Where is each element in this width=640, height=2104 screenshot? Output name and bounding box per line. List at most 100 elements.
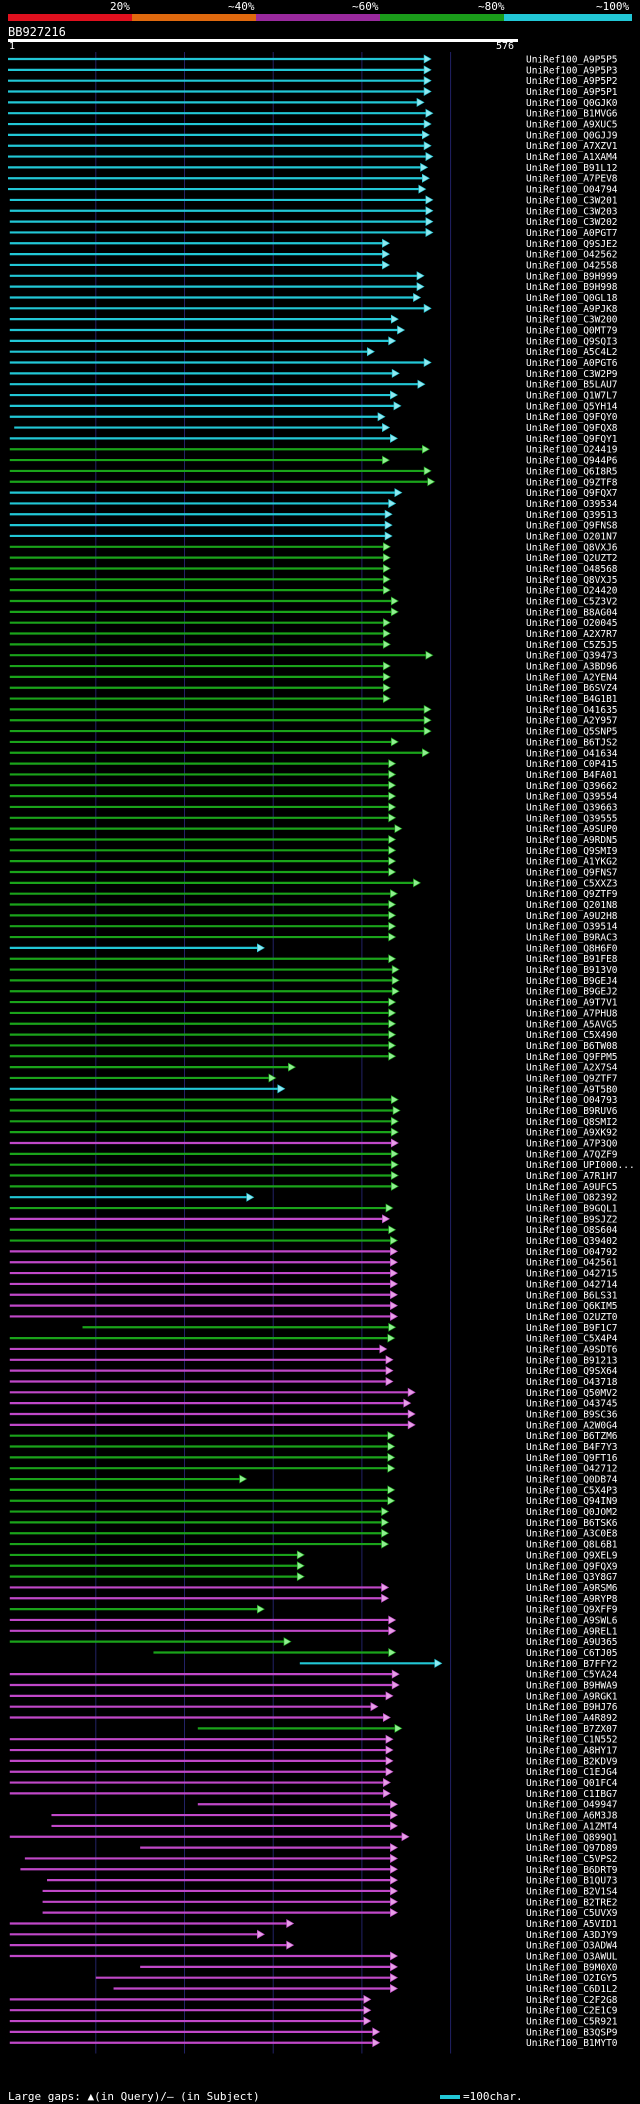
hit-arrowhead	[268, 1073, 277, 1083]
hit-label: UniRef100_Q8VXJ6	[526, 542, 618, 553]
hit-label: UniRef100_Q9SJE2	[526, 239, 618, 250]
hit-arrowhead	[382, 553, 391, 563]
scale-swatch	[440, 2095, 460, 2099]
hit-label: UniRef100_Q9SX64	[526, 1366, 618, 1377]
hit-label: UniRef100_Q2UZT2	[526, 553, 618, 564]
hit-label: UniRef100_A9UFC5	[526, 1182, 618, 1193]
hit-label: UniRef100_A9T5B0	[526, 1084, 618, 1095]
hit-arrowhead	[384, 520, 393, 530]
hit-arrowhead	[257, 943, 265, 953]
hit-label: UniRef100_A9RYP8	[526, 1594, 618, 1605]
hit-label: UniRef100_A9U2H8	[526, 911, 618, 922]
query-ruler	[8, 39, 518, 42]
hit-label: UniRef100_Q5YH14	[526, 401, 618, 412]
hit-label: UniRef100_Q9ZTF9	[526, 889, 618, 900]
hit-label: UniRef100_A2Y957	[526, 716, 618, 727]
hit-label: UniRef100_C5R921	[526, 2017, 618, 2028]
hit-arrowhead	[390, 889, 398, 899]
hit-label: UniRef100_A9RDN5	[526, 835, 618, 846]
hit-label: UniRef100_Q899Q1	[526, 1832, 618, 1843]
hit-arrowhead	[391, 1680, 400, 1690]
hit-label: UniRef100_O8S604	[526, 1225, 618, 1236]
hit-arrowhead	[423, 87, 432, 97]
hit-label: UniRef100_O04792	[526, 1247, 618, 1258]
hit-label: UniRef100_C1EJG4	[526, 1767, 618, 1778]
hit-label: UniRef100_C3W203	[526, 206, 618, 217]
hit-label: UniRef100_Q9FQX9	[526, 1561, 618, 1572]
hit-label: UniRef100_A4R892	[526, 1713, 618, 1724]
hit-arrowhead	[387, 1431, 396, 1441]
hit-arrowhead	[423, 726, 432, 736]
hit-label: UniRef100_Q94IN9	[526, 1496, 618, 1507]
hit-arrowhead	[416, 271, 425, 281]
hit-label: UniRef100_B6DRT9	[526, 1865, 618, 1876]
hit-arrowhead	[390, 1311, 398, 1321]
hit-arrowhead	[372, 2027, 381, 2037]
hit-label: UniRef100_Q6KIM5	[526, 1301, 618, 1312]
hit-arrowhead	[423, 141, 432, 151]
hit-arrowhead	[391, 965, 400, 975]
hit-label: UniRef100_A3DJY9	[526, 1930, 618, 1941]
hit-label: UniRef100_C3W2P9	[526, 369, 618, 380]
hit-arrowhead	[425, 650, 434, 660]
hit-label: UniRef100_B9SJZ2	[526, 1214, 618, 1225]
hit-arrowhead	[296, 1550, 305, 1560]
hit-arrowhead	[367, 347, 375, 357]
hit-arrowhead	[423, 715, 432, 725]
hit-arrowhead	[391, 1669, 400, 1679]
hit-arrowhead	[388, 1008, 397, 1018]
hit-arrowhead	[385, 1203, 394, 1213]
hit-arrowhead	[363, 1994, 372, 2004]
hit-arrowhead	[385, 1734, 394, 1744]
hit-label: UniRef100_Q97D89	[526, 1843, 618, 1854]
hit-arrowhead	[390, 1236, 398, 1246]
hit-arrowhead	[388, 1626, 397, 1636]
hit-arrowhead	[385, 1691, 394, 1701]
hit-arrowhead	[257, 1929, 265, 1939]
hit-arrowhead	[417, 379, 426, 389]
hit-label: UniRef100_A7P3Q0	[526, 1139, 618, 1150]
hit-arrowhead	[422, 130, 430, 140]
hit-arrowhead	[382, 574, 391, 584]
hit-arrowhead	[246, 1192, 255, 1202]
hit-label: UniRef100_O04793	[526, 1095, 618, 1106]
hit-arrowhead	[403, 1398, 412, 1408]
hit-label: UniRef100_A0PGT7	[526, 228, 618, 239]
hit-label: UniRef100_O201N7	[526, 531, 618, 542]
hit-label: UniRef100_Q201N8	[526, 900, 618, 911]
legend-bar-20	[8, 14, 132, 21]
hit-arrowhead	[390, 1843, 398, 1853]
hit-label: UniRef100_A3C0E8	[526, 1529, 618, 1540]
hit-label: UniRef100_A9T7V1	[526, 998, 618, 1009]
hit-arrowhead	[407, 1420, 416, 1430]
hit-arrowhead	[382, 1778, 391, 1788]
hit-arrowhead	[381, 1507, 390, 1517]
hit-label: UniRef100_C3W202	[526, 217, 618, 228]
hit-label: UniRef100_C6TJ05	[526, 1648, 618, 1659]
hit-label: UniRef100_A9P5P3	[526, 65, 618, 76]
hit-arrowhead	[413, 878, 422, 888]
hit-arrowhead	[379, 1344, 388, 1354]
hit-label: UniRef100_A2X7S4	[526, 1063, 618, 1074]
hit-arrowhead	[390, 1095, 399, 1105]
hit-label: UniRef100_A8HY17	[526, 1746, 618, 1757]
hit-arrowhead	[382, 639, 391, 649]
legend-bar-80	[380, 14, 504, 21]
hit-label: UniRef100_O3ADW4	[526, 1941, 618, 1952]
hit-arrowhead	[382, 238, 390, 248]
hit-label: UniRef100_B2TRE2	[526, 1897, 618, 1908]
hit-label: UniRef100_B3QSP9	[526, 2027, 618, 2038]
hit-label: UniRef100_Q9FNS7	[526, 868, 618, 879]
hit-arrowhead	[413, 292, 422, 302]
hit-label: UniRef100_B9GEJ2	[526, 987, 618, 998]
hit-label: UniRef100_Q9XEL9	[526, 1550, 618, 1561]
hit-label: UniRef100_A9SWL6	[526, 1615, 618, 1626]
hit-label: UniRef100_B9HJ76	[526, 1702, 618, 1713]
hit-arrowhead	[425, 195, 434, 205]
hit-label: UniRef100_Q9FPM5	[526, 1052, 618, 1063]
hit-arrowhead	[390, 1821, 398, 1831]
hit-arrowhead	[382, 249, 390, 259]
hit-arrowhead	[434, 1658, 443, 1668]
hit-label: UniRef100_Q9FQY1	[526, 434, 618, 445]
hit-arrowhead	[296, 1572, 305, 1582]
